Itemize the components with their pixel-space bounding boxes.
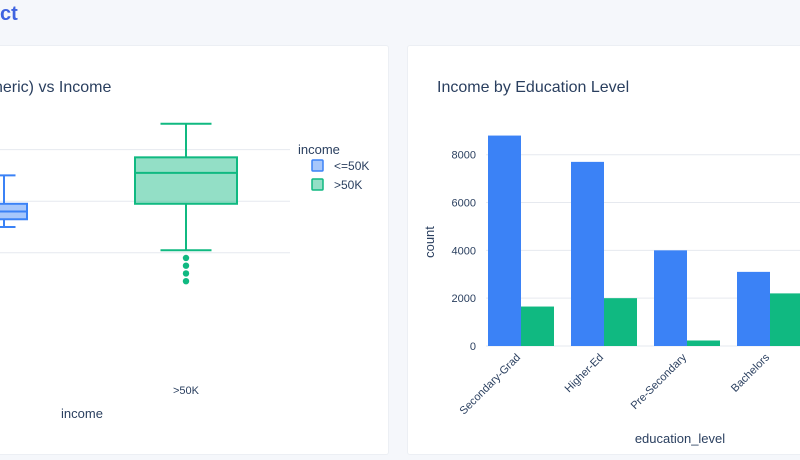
legend-label-low-income: <=50K (334, 159, 369, 173)
bar-y-tick-label-3: 6000 (452, 198, 476, 210)
legend-swatch-low-income (311, 159, 324, 172)
bar-chart-title: Income by Education Level (437, 79, 629, 96)
bar-high-income-3 (770, 293, 800, 346)
legend-label-high-income: >50K (334, 178, 362, 192)
legend-item-high-income[interactable]: >50K (311, 178, 362, 192)
bar-high-income-0 (521, 306, 554, 346)
box-plot-marks (0, 122, 238, 285)
bar-y-tick-label-0: 0 (470, 341, 476, 353)
legend-swatch-high-income (311, 178, 324, 191)
bar-x-tick-label-2: Pre-Secondary (629, 351, 690, 412)
bar-y-tick-label-4: 8000 (452, 150, 476, 162)
box-plot-svg: neric) vs Income >50K income income <=50… (0, 79, 369, 421)
bar-y-axis-title: count (422, 226, 437, 258)
box-iqr-high-income (134, 156, 238, 205)
bar-chart-card: Income by Education Level 0 2000 4000 6000 8… (408, 46, 800, 454)
bar-y-tick-label-2: 4000 (452, 245, 476, 257)
box-outlier-high-income-2 (182, 270, 190, 277)
bar-x-tick-label-3: Bachelors (729, 351, 772, 394)
bar-low-income-2 (654, 250, 687, 346)
bar-x-axis-title: education_level (635, 431, 725, 446)
bar-chart-x-ticks: Secondary-Grad Higher-Ed Pre-Secondary Bach… (458, 351, 773, 417)
box-outlier-high-income-3 (182, 277, 190, 285)
page-heading: ct (0, 3, 18, 25)
box-x-axis-title: income (61, 406, 103, 421)
box-plot-card: neric) vs Income >50K income income <=50… (0, 46, 388, 454)
bar-high-income-1 (604, 298, 637, 346)
bar-high-income-2 (687, 340, 720, 346)
bar-low-income-3 (737, 271, 770, 346)
box-x-tick-label: >50K (173, 385, 200, 397)
bar-y-tick-label-1: 2000 (452, 293, 476, 305)
legend-item-low-income[interactable]: <=50K (311, 159, 369, 173)
box-outlier-high-income-1 (182, 262, 190, 269)
bar-low-income-0 (488, 135, 521, 346)
bar-chart-svg: Income by Education Level 0 2000 4000 6000 8… (422, 79, 800, 446)
bar-chart-y-ticks: 0 2000 4000 6000 8000 (452, 150, 476, 353)
box-outlier-high-income-0 (182, 254, 190, 262)
box-chart-title: neric) vs Income (0, 79, 111, 96)
box-plot-gridlines (0, 149, 290, 254)
bar-x-tick-label-0: Secondary-Grad (458, 352, 524, 418)
box-legend: income <=50K >50K (298, 142, 369, 192)
bar-x-tick-label-1: Higher-Ed (563, 352, 607, 396)
legend-title: income (298, 142, 340, 157)
bar-low-income-1 (571, 161, 604, 346)
bar-chart-bars (488, 135, 800, 346)
